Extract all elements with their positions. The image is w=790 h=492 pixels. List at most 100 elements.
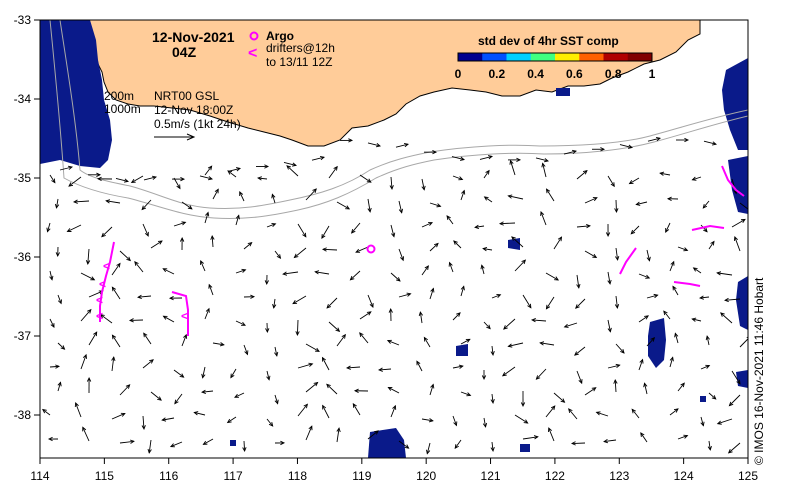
x-tick-label: 121: [481, 469, 501, 483]
x-tick-label: 114: [30, 469, 49, 483]
current-arrow: [674, 332, 679, 344]
current-arrow: [193, 411, 206, 416]
current-arrow: [501, 366, 516, 377]
current-arrow: [398, 440, 410, 449]
current-arrow: [142, 359, 154, 369]
current-arrow: [607, 271, 612, 285]
x-tick-label: 116: [159, 469, 178, 483]
depth-label-1000m: 1000m: [104, 102, 141, 116]
current-arrow: [239, 191, 245, 202]
current-arrow: [150, 240, 163, 249]
current-arrow: [479, 155, 494, 160]
date-label: 12-Nov-2021: [152, 29, 235, 45]
current-arrow: [503, 318, 516, 330]
current-arrow: [628, 177, 640, 185]
current-arrow: [80, 272, 96, 281]
current-arrow: [271, 193, 276, 204]
current-arrow: [619, 144, 634, 149]
current-arrow: [359, 174, 372, 183]
current-arrow: [535, 368, 547, 380]
svg-text:<: <: [103, 259, 110, 273]
y-tick-label: -37: [14, 329, 32, 343]
current-arrow: [643, 382, 648, 395]
colorbar-segment: [627, 53, 653, 61]
current-arrow: [355, 246, 369, 253]
y-tick-label: -34: [14, 92, 32, 106]
current-arrow: [452, 415, 458, 427]
colorbar: [458, 53, 653, 61]
current-arrow: [234, 392, 245, 398]
current-arrow: [429, 202, 442, 208]
current-arrow: [169, 441, 183, 448]
current-arrow: [143, 332, 152, 345]
y-tick-label: -33: [14, 13, 32, 27]
current-arrow: [395, 142, 410, 148]
current-arrow: [137, 294, 152, 300]
colorbar-frame: [457, 52, 653, 62]
current-arrow: [452, 175, 464, 181]
current-arrow: [421, 418, 434, 423]
colorbar-segment: [506, 53, 532, 61]
current-arrow: [531, 318, 547, 323]
current-arrow: [212, 342, 225, 347]
current-arrow: [570, 441, 586, 446]
current-arrow: [204, 307, 210, 320]
current-arrow: [305, 425, 313, 441]
current-arrow: [42, 408, 51, 416]
current-arrow: [256, 164, 270, 169]
x-axis: 114 115 116 117 118 119 120 121 122 123 124 125: [30, 458, 758, 483]
current-arrow: [49, 270, 54, 281]
colorbar-tick-label: 1: [649, 67, 656, 81]
current-arrow: [535, 157, 550, 163]
current-arrow: [733, 235, 741, 252]
current-arrow: [418, 311, 423, 324]
current-arrow: [607, 175, 615, 188]
current-arrow: [575, 298, 586, 309]
current-arrow: [243, 344, 249, 356]
current-arrow: [731, 218, 746, 228]
current-arrow: [181, 201, 193, 210]
current-arrow: [638, 273, 651, 279]
current-arrow: [130, 175, 144, 183]
current-arrow: [702, 200, 710, 209]
colorbar-tick-label: 0.8: [605, 67, 622, 81]
x-tick-label: 119: [352, 469, 371, 483]
current-arrow: [576, 370, 583, 385]
current-arrow: [274, 346, 279, 357]
argo-legend-label: Argo: [266, 29, 294, 43]
current-arrow: [460, 338, 471, 345]
contour-200m: [59, 20, 748, 210]
current-arrow: [336, 427, 341, 443]
current-arrow: [265, 322, 270, 334]
current-arrow: [638, 315, 649, 323]
current-arrow: [640, 432, 648, 443]
contour-1000m: [49, 20, 748, 220]
current-arrow: [243, 294, 256, 299]
current-arrow: [378, 367, 392, 372]
current-arrow: [474, 224, 485, 229]
current-arrow: [66, 224, 82, 232]
current-arrow: [545, 272, 560, 281]
current-arrow: [257, 176, 268, 181]
colorbar-segment: [603, 53, 629, 61]
current-arrow: [150, 391, 162, 401]
current-arrow: [134, 261, 144, 273]
current-arrow: [490, 393, 495, 404]
current-arrow: [614, 295, 620, 309]
current-arrow: [314, 270, 330, 275]
bathymetry-contours: [49, 20, 748, 220]
current-arrow: [55, 246, 60, 258]
colorbar-tick-label: 0.4: [527, 67, 544, 81]
current-arrow: [162, 268, 175, 275]
current-arrow: [266, 418, 274, 427]
x-tick-label: 120: [416, 469, 436, 483]
current-arrow: [74, 402, 82, 418]
current-arrow: [574, 346, 586, 356]
current-arrow: [349, 270, 361, 281]
product-label: NRT00 GSL: [154, 89, 219, 103]
current-arrow: [293, 247, 307, 259]
current-arrow: [388, 307, 393, 322]
current-arrow: [390, 272, 401, 282]
current-arrow: [47, 436, 59, 442]
drifter-legend-line1: drifters@12h: [266, 41, 335, 55]
